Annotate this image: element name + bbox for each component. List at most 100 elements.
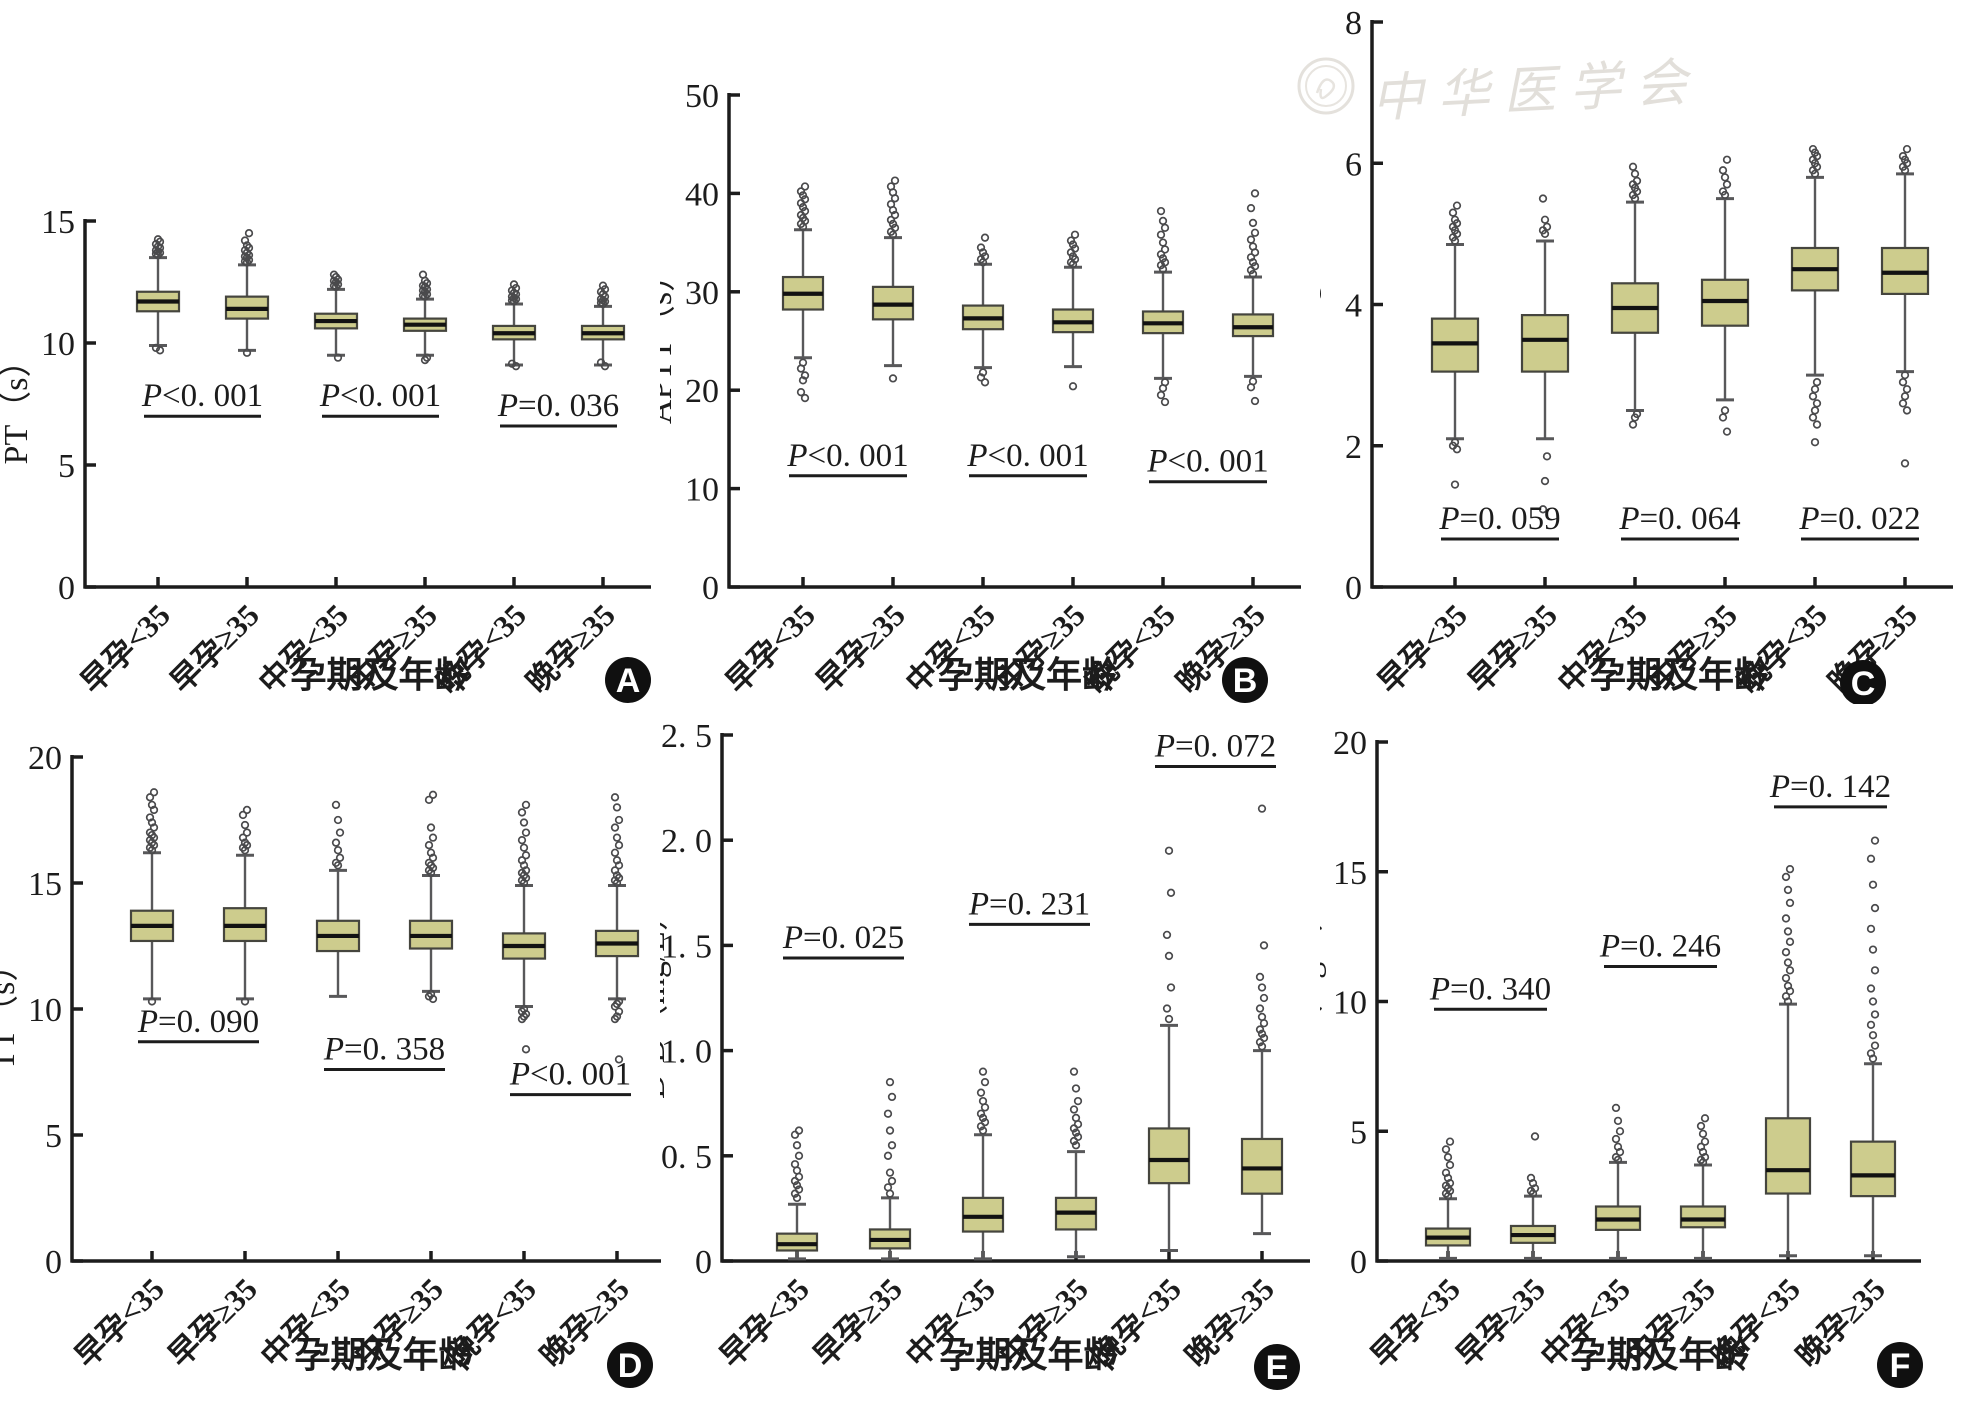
outliers [329, 270, 343, 362]
p-value-label: P=0. 036 [497, 388, 619, 424]
panel-d-chart: 05101520TT（s）早孕<35早孕≥35中孕<35中孕≥35晚孕<35晚孕… [0, 740, 661, 1388]
box-group-6 [580, 281, 626, 371]
x-tick-label: 早孕≥35 [161, 1271, 264, 1374]
p-value-label: P=0. 064 [1618, 501, 1740, 537]
p-value-annotations: P<0. 001 P<0. 001 P<0. 001 [786, 438, 1269, 484]
box-group-3 [961, 233, 1005, 387]
box-plots [135, 229, 626, 371]
panel-e: 0 0. 5 1. 0 1. 5 2. 0 2. 5 D-D（mg/L） 早孕<35 早孕≥35… [660, 703, 1321, 1407]
panel-letter-badge: D [607, 1342, 653, 1388]
box-group-1 [135, 235, 181, 355]
x-tick-label: 早孕<35 [74, 597, 177, 700]
y-tick-label: 20 [28, 740, 62, 777]
outliers [1866, 836, 1880, 1063]
p-value-label: P<0. 001 [1146, 444, 1268, 480]
outliers [517, 800, 531, 1054]
panel-d: 0 5 10 15 20 TT（s） 早孕<35 早孕≥35 中孕<35 中孕≥35 晚孕<35 晚孕… [0, 703, 661, 1407]
panel-a-chart: 051015PT（s）早孕<35早孕≥35中孕<35中孕≥35晚孕<35晚孕≥3… [0, 204, 651, 703]
p-value-label: P=0. 142 [1769, 769, 1891, 805]
outliers [1718, 155, 1732, 436]
x-tick-label: 早孕<35 [1364, 1271, 1467, 1374]
box-group-3 [315, 800, 361, 998]
y-tick-label: 20 [1333, 725, 1367, 762]
y-tick-label: 0. 5 [661, 1139, 712, 1176]
outliers [1526, 1132, 1540, 1198]
panel-letter-badge: B [1222, 657, 1268, 703]
box-plots [129, 788, 640, 1064]
panel-letter: D [618, 1347, 643, 1385]
y-tick-label: 8 [1345, 5, 1362, 42]
x-tick-label: 早孕<35 [713, 1271, 816, 1374]
p-value-label: P=0. 059 [1438, 501, 1560, 537]
y-tick-label: 5 [58, 448, 75, 485]
outliers [596, 281, 610, 371]
outliers [238, 805, 252, 1006]
outliers [1441, 1137, 1455, 1201]
outliers [1255, 804, 1269, 1051]
box-group-4 [1051, 230, 1095, 391]
outliers [1611, 1103, 1625, 1164]
y-axis-title: FIB（g/L） [1320, 220, 1322, 388]
panel-letter: E [1266, 1349, 1289, 1387]
x-tick-label: 早孕<35 [68, 1271, 171, 1374]
y-axis-title: D-D（mg/L） [660, 897, 672, 1099]
p-value-annotations: P=0. 340 P=0. 246 P=0. 142 [1429, 769, 1891, 1011]
axes [720, 733, 1310, 1263]
p-value-label: P=0. 072 [1154, 729, 1276, 765]
outliers [1781, 865, 1795, 1006]
panel-letter: B [1233, 662, 1258, 700]
y-axis-title: PT（s） [0, 344, 35, 465]
p-value-label: P<0. 001 [966, 438, 1088, 474]
outliers [1898, 144, 1912, 468]
box-group-2 [1509, 1132, 1557, 1260]
y-ticks: 0 2 4 6 8 [1345, 5, 1383, 607]
y-tick-label: 15 [28, 866, 62, 903]
panel-letter: F [1890, 1347, 1911, 1385]
box-group-3 [313, 270, 359, 362]
box-group-1 [775, 1126, 819, 1261]
outliers [507, 280, 521, 371]
outliers [1066, 230, 1080, 391]
y-ticks: 0 5 10 15 [41, 204, 96, 607]
outliers [976, 233, 990, 387]
panel-letter-badge: F [1877, 1342, 1923, 1388]
box-group-1 [781, 182, 825, 403]
box-group-6 [1240, 804, 1284, 1236]
x-tick-label: 晚孕≥35 [1789, 1271, 1892, 1374]
y-tick-label: 6 [1345, 146, 1362, 183]
p-value-label: P=0. 246 [1599, 928, 1721, 964]
y-tick-label: 0 [702, 570, 719, 607]
x-axis-title: 孕期及年龄 [1570, 1335, 1750, 1375]
y-tick-label: 5 [45, 1118, 62, 1155]
y-tick-label: 20 [685, 373, 719, 410]
y-tick-label: 1. 0 [661, 1034, 712, 1071]
box-group-5 [1764, 865, 1812, 1258]
y-axis-title: FDB（mg/L） [1320, 898, 1327, 1106]
y-tick-label: 15 [41, 204, 75, 241]
outliers [883, 1078, 897, 1198]
box-group-6 [594, 793, 640, 1064]
x-tick-label: 早孕≥35 [806, 1271, 909, 1374]
box-group-5 [491, 280, 537, 371]
y-tick-label: 10 [1333, 985, 1367, 1022]
box-group-2 [222, 805, 268, 1006]
box-group-6 [1231, 189, 1275, 406]
y-ticks: 0 5 10 15 20 [1333, 725, 1388, 1281]
panel-b-chart: 01020304050APTT（s）早孕<35早孕≥35中孕<35中孕≥35晚孕… [660, 78, 1301, 703]
box-group-4 [1054, 1067, 1098, 1259]
box-group-2 [224, 229, 270, 357]
outliers [240, 229, 254, 357]
box-group-3 [1610, 162, 1660, 429]
box-group-3 [1594, 1103, 1642, 1260]
p-value-label: P<0. 001 [319, 378, 441, 414]
x-axis-title: 孕期及年龄 [1590, 655, 1770, 695]
y-tick-label: 0 [58, 570, 75, 607]
y-tick-label: 30 [685, 275, 719, 312]
outliers [1808, 144, 1822, 447]
outliers [1156, 206, 1170, 407]
box-group-6 [1880, 144, 1930, 468]
x-axis-title: 孕期及年龄 [938, 655, 1118, 695]
outliers [610, 793, 624, 1064]
y-axis-title: TT（s） [0, 948, 22, 1071]
